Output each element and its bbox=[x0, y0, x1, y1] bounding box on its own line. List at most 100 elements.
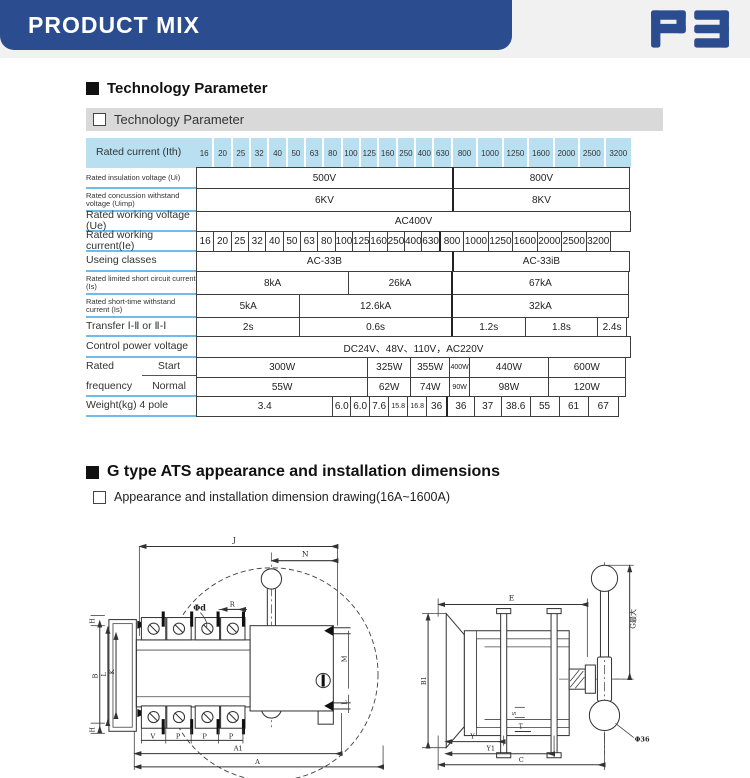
ats-side-view-drawing: E B1 bbox=[420, 562, 650, 770]
table-cell: 98W bbox=[469, 377, 549, 397]
table-row: Control power voltage DC24V、48V、110V，AC22… bbox=[86, 336, 631, 358]
square-bullet-icon bbox=[86, 465, 99, 479]
table-cell: 500V bbox=[196, 167, 453, 189]
table-cell: 630 bbox=[421, 231, 440, 252]
table-cell: 3200 bbox=[585, 231, 611, 252]
table-cell: 26kA bbox=[348, 271, 452, 295]
checkbox-icon bbox=[93, 490, 106, 504]
dim-b1-label: B1 bbox=[420, 676, 428, 685]
table-cell: 61 bbox=[558, 396, 589, 417]
title-banner: PRODUCT MIX bbox=[0, 0, 512, 50]
table-cell: 800V bbox=[451, 167, 630, 189]
dim-gmax-label: G最大 bbox=[629, 609, 638, 629]
table-cell: 12.6kA bbox=[299, 294, 452, 318]
table-row: Rated Start 300W 325W 355W 400W 440W 600W bbox=[86, 357, 631, 378]
section1-heading: Technology Parameter bbox=[86, 80, 750, 97]
table-cell: 20 bbox=[213, 231, 232, 252]
table-cell: 25 bbox=[232, 138, 252, 168]
dim-n-label: N bbox=[302, 550, 309, 559]
row-values: 16 20 25 32 40 50 63 80 100 125 160 250 400 630 800 100… bbox=[196, 138, 631, 168]
table-cell: 250 bbox=[397, 138, 417, 168]
table-cell: 1.8s bbox=[524, 317, 599, 337]
table-cell: 15.8 bbox=[388, 396, 409, 417]
row-label: Useing classes bbox=[86, 252, 196, 272]
table-cell: 100 bbox=[342, 138, 362, 168]
dim-c-label: C bbox=[519, 756, 524, 764]
section2-title: G type ATS appearance and installation d… bbox=[107, 463, 500, 480]
dim-y1-label: Y1 bbox=[486, 745, 496, 753]
row-label: Rated insulation voltage (Ui) bbox=[86, 168, 196, 189]
dim-a1-label: A1 bbox=[233, 745, 243, 753]
dim-k-label: K bbox=[108, 668, 116, 674]
table-cell: 40 bbox=[265, 231, 284, 252]
dim-p2-label: P bbox=[202, 732, 207, 740]
row-label-sub: Normal bbox=[152, 379, 186, 392]
section1-band-title: Technology Parameter bbox=[114, 112, 245, 127]
row-values: 300W 325W 355W 400W 440W 600W bbox=[196, 357, 631, 378]
table-cell: AC-33iB bbox=[451, 251, 630, 272]
page-title: PRODUCT MIX bbox=[28, 12, 200, 38]
table-cell: 36 bbox=[426, 396, 448, 417]
table-cell: 630 bbox=[434, 138, 453, 168]
dim-a-label: A bbox=[254, 758, 260, 766]
table-cell: 800 bbox=[438, 231, 465, 252]
table-cell: DC24V、48V、110V，AC220V bbox=[196, 336, 631, 358]
table-cell: 1250 bbox=[487, 231, 514, 252]
row-label-main: frequency bbox=[86, 379, 133, 392]
table-row: Weight(kg) 4 pole 3.4 6.0 6.0 7.6 15.8 16.8 36 3… bbox=[86, 396, 631, 417]
table-cell: 2000 bbox=[554, 138, 581, 168]
row-values: 500V 800V bbox=[196, 167, 631, 189]
table-cell: 6.0 bbox=[332, 396, 352, 417]
table-cell: 16.8 bbox=[407, 396, 428, 417]
section2-subline: Appearance and installation dimension dr… bbox=[86, 490, 750, 504]
table-cell: 355W bbox=[410, 357, 451, 378]
table-cell: 32 bbox=[248, 231, 267, 252]
table-cell: 160 bbox=[369, 231, 388, 252]
section1-band: Technology Parameter bbox=[86, 108, 663, 131]
row-label: Transfer Ⅰ-Ⅱ or Ⅱ-Ⅰ bbox=[86, 318, 196, 337]
table-cell: 80 bbox=[317, 231, 336, 252]
table-cell: 2.4s bbox=[597, 317, 627, 337]
row-label: Rated Start bbox=[86, 358, 196, 378]
table-cell: 40 bbox=[269, 138, 288, 168]
table-cell: 37 bbox=[473, 396, 502, 417]
table-row: Rated current (Ith) 16 20 25 32 40 50 63 80 100 12… bbox=[86, 138, 631, 168]
table-row: Rated limited short circuit current (Is)… bbox=[86, 271, 631, 295]
table-cell: 16 bbox=[196, 231, 215, 252]
drawings-area: J N bbox=[86, 516, 750, 778]
row-values: 55W 62W 74W 90W 98W 120W bbox=[196, 377, 631, 397]
table-cell: 74W bbox=[410, 377, 451, 397]
table-cell: 8kA bbox=[196, 271, 350, 295]
row-values: 2s 0.6s 1.2s 1.8s 2.4s bbox=[196, 317, 631, 337]
table-cell: 55W bbox=[196, 377, 369, 397]
dim-t-label: T bbox=[519, 724, 523, 731]
top-strip: PRODUCT MIX bbox=[0, 0, 750, 58]
section2-heading: G type ATS appearance and installation d… bbox=[86, 463, 750, 481]
hole-diameter-label: Φd bbox=[193, 602, 206, 612]
table-cell: 1600 bbox=[529, 138, 555, 168]
row-label: Weight(kg) 4 pole bbox=[86, 397, 196, 417]
table-cell: AC-33B bbox=[196, 251, 453, 272]
table-cell: 50 bbox=[282, 231, 302, 252]
table-cell: 63 bbox=[306, 138, 325, 168]
table-cell: 440W bbox=[469, 357, 549, 378]
row-label-sub: Start bbox=[142, 358, 196, 376]
table-cell: 67 bbox=[587, 396, 619, 417]
square-bullet-icon bbox=[86, 82, 99, 95]
table-cell: 50 bbox=[287, 138, 307, 168]
dim-h-top-label: H bbox=[90, 618, 97, 623]
row-label: Rated limited short circuit current (Is) bbox=[86, 272, 196, 295]
table-cell: 16 bbox=[196, 138, 215, 168]
table-row: Rated short-time withstand current (Is) 5… bbox=[86, 294, 631, 318]
row-values: DC24V、48V、110V，AC220V bbox=[196, 336, 631, 358]
row-label: frequency Normal bbox=[86, 378, 196, 397]
table-cell: 90W bbox=[449, 377, 471, 397]
table-cell: 1.2s bbox=[450, 317, 526, 337]
row-label: Control power voltage bbox=[86, 337, 196, 358]
dim-y-label: Y bbox=[469, 733, 475, 741]
dim-p1-label: P bbox=[176, 732, 181, 740]
table-cell: 2500 bbox=[580, 138, 606, 168]
section2-subtitle: Appearance and installation dimension dr… bbox=[114, 490, 450, 504]
dim-j-label: J bbox=[232, 535, 236, 544]
table-row: Rated insulation voltage (Ui) 500V 800V bbox=[86, 167, 631, 189]
